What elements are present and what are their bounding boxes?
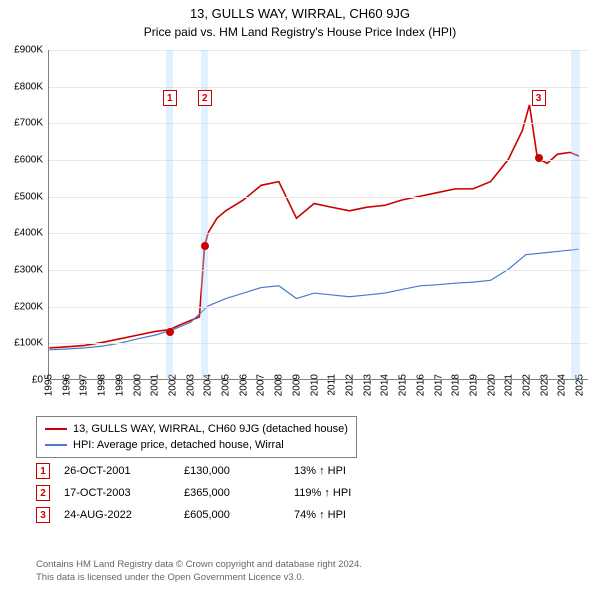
x-axis-tick: 2020 xyxy=(486,374,497,396)
y-axis-tick: £200K xyxy=(3,301,43,312)
legend-swatch-hpi xyxy=(45,444,67,446)
sales-table: 1 26-OCT-2001 £130,000 13% ↑ HPI 2 17-OC… xyxy=(36,460,414,526)
y-axis-tick: £900K xyxy=(3,45,43,56)
x-axis-tick: 2015 xyxy=(398,374,409,396)
sales-row: 2 17-OCT-2003 £365,000 119% ↑ HPI xyxy=(36,482,414,504)
chart-subtitle: Price paid vs. HM Land Registry's House … xyxy=(0,25,600,39)
x-axis-tick: 2023 xyxy=(539,374,550,396)
sale-flag: 3 xyxy=(532,90,546,106)
x-axis-tick: 2003 xyxy=(185,374,196,396)
x-axis-tick: 1998 xyxy=(97,374,108,396)
title-block: 13, GULLS WAY, WIRRAL, CH60 9JG Price pa… xyxy=(0,0,600,41)
sale-flag-icon: 2 xyxy=(36,485,50,501)
sale-marker xyxy=(166,328,174,336)
legend-item-hpi: HPI: Average price, detached house, Wirr… xyxy=(45,437,348,453)
x-axis-tick: 2012 xyxy=(344,374,355,396)
sale-date: 17-OCT-2003 xyxy=(64,487,184,499)
sales-row: 1 26-OCT-2001 £130,000 13% ↑ HPI xyxy=(36,460,414,482)
sale-marker xyxy=(201,242,209,250)
x-axis-tick: 1999 xyxy=(114,374,125,396)
sale-delta: 13% ↑ HPI xyxy=(294,465,414,477)
legend-item-property: 13, GULLS WAY, WIRRAL, CH60 9JG (detache… xyxy=(45,421,348,437)
x-axis-tick: 2007 xyxy=(256,374,267,396)
price-chart: £0£100K£200K£300K£400K£500K£600K£700K£80… xyxy=(48,50,588,380)
x-axis-tick: 2017 xyxy=(433,374,444,396)
series-hpi xyxy=(49,249,578,350)
sale-date: 24-AUG-2022 xyxy=(64,509,184,521)
x-axis-tick: 2016 xyxy=(415,374,426,396)
sale-delta: 119% ↑ HPI xyxy=(294,487,414,499)
sale-flag: 2 xyxy=(198,90,212,106)
series-property xyxy=(49,105,578,348)
x-axis-tick: 1997 xyxy=(79,374,90,396)
footer-line: Contains HM Land Registry data © Crown c… xyxy=(36,559,362,571)
y-axis-tick: £400K xyxy=(3,228,43,239)
sale-flag-icon: 3 xyxy=(36,507,50,523)
sale-date: 26-OCT-2001 xyxy=(64,465,184,477)
x-axis-tick: 2001 xyxy=(150,374,161,396)
x-axis-tick: 2008 xyxy=(274,374,285,396)
y-axis-tick: £300K xyxy=(3,265,43,276)
sale-flag-icon: 1 xyxy=(36,463,50,479)
highlight-band xyxy=(571,50,580,379)
x-axis-tick: 2000 xyxy=(132,374,143,396)
legend: 13, GULLS WAY, WIRRAL, CH60 9JG (detache… xyxy=(36,416,357,458)
x-axis-tick: 2021 xyxy=(504,374,515,396)
x-axis-tick: 2009 xyxy=(291,374,302,396)
x-axis-tick: 1995 xyxy=(44,374,55,396)
legend-label-property: 13, GULLS WAY, WIRRAL, CH60 9JG (detache… xyxy=(73,423,348,435)
x-axis-tick: 2024 xyxy=(557,374,568,396)
sale-marker xyxy=(535,154,543,162)
x-axis-tick: 2013 xyxy=(362,374,373,396)
y-axis-tick: £700K xyxy=(3,118,43,129)
footer-attribution: Contains HM Land Registry data © Crown c… xyxy=(36,559,362,584)
x-axis-tick: 2014 xyxy=(380,374,391,396)
x-axis-tick: 2019 xyxy=(468,374,479,396)
x-axis-tick: 2022 xyxy=(522,374,533,396)
y-axis-tick: £0 xyxy=(3,375,43,386)
legend-label-hpi: HPI: Average price, detached house, Wirr… xyxy=(73,439,284,451)
x-axis-tick: 2005 xyxy=(221,374,232,396)
x-axis-tick: 1996 xyxy=(61,374,72,396)
footer-line: This data is licensed under the Open Gov… xyxy=(36,572,362,584)
legend-swatch-property xyxy=(45,428,67,430)
sale-flag: 1 xyxy=(163,90,177,106)
y-axis-tick: £500K xyxy=(3,191,43,202)
sale-price: £605,000 xyxy=(184,509,294,521)
y-axis-tick: £600K xyxy=(3,155,43,166)
sale-price: £130,000 xyxy=(184,465,294,477)
sale-delta: 74% ↑ HPI xyxy=(294,509,414,521)
x-axis-tick: 2011 xyxy=(327,374,338,396)
sale-price: £365,000 xyxy=(184,487,294,499)
y-axis-tick: £100K xyxy=(3,338,43,349)
sales-row: 3 24-AUG-2022 £605,000 74% ↑ HPI xyxy=(36,504,414,526)
y-axis-tick: £800K xyxy=(3,81,43,92)
chart-title-address: 13, GULLS WAY, WIRRAL, CH60 9JG xyxy=(0,6,600,21)
x-axis-tick: 2018 xyxy=(451,374,462,396)
x-axis-tick: 2006 xyxy=(238,374,249,396)
x-axis-tick: 2010 xyxy=(309,374,320,396)
